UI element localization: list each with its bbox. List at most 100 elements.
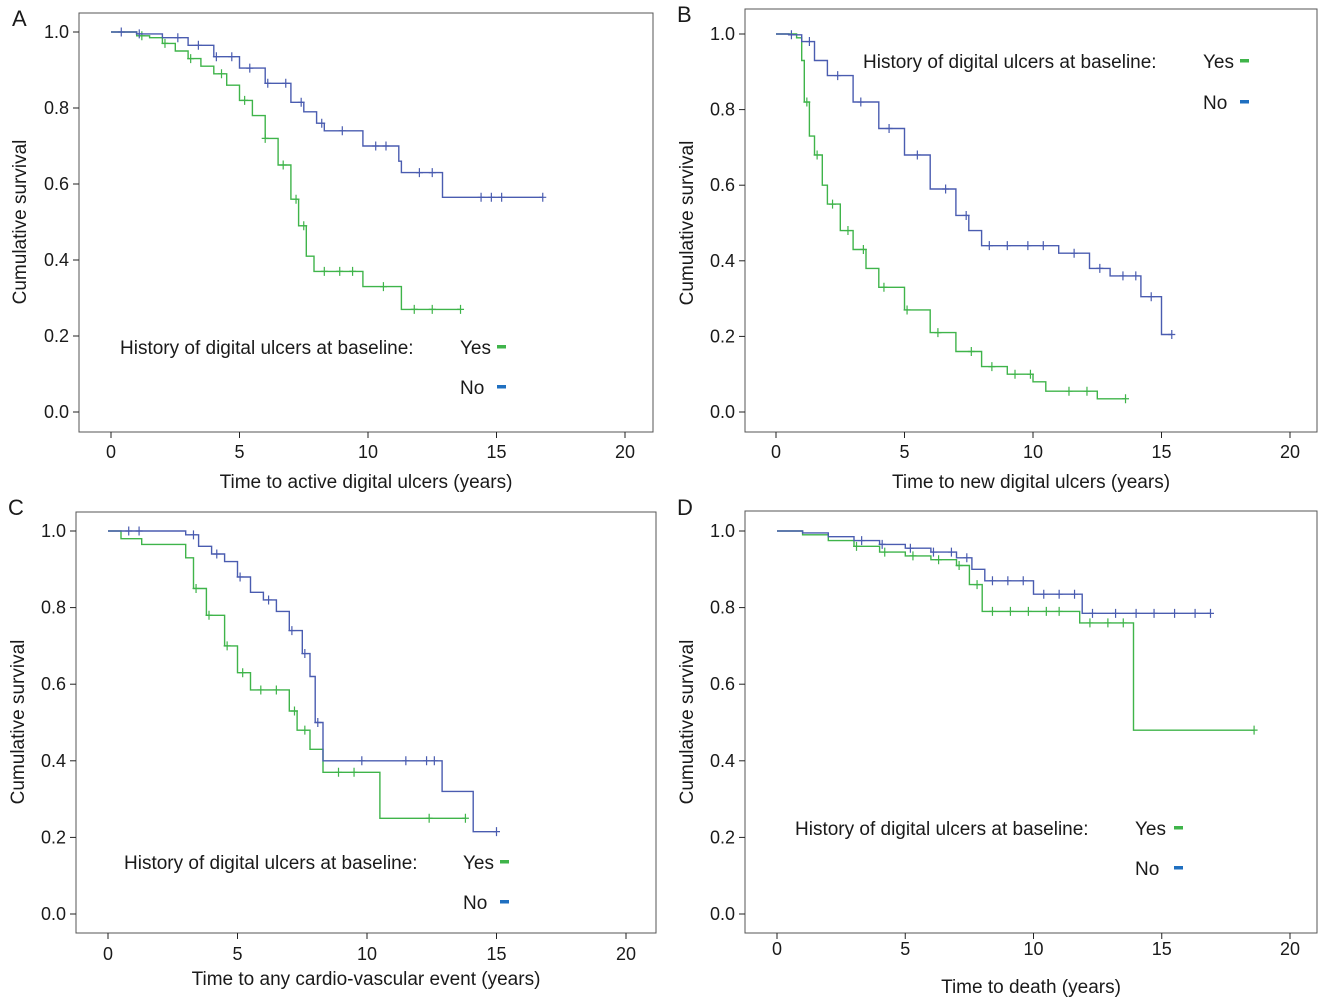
censor-mark [955,560,963,570]
censor-mark [174,33,182,43]
censor-mark [1119,618,1127,628]
y-tick-label: 0.8 [44,98,69,118]
censor-mark [1006,606,1014,616]
censor-mark [415,168,423,178]
x-tick-label: 5 [900,939,910,959]
censor-mark [1112,608,1120,618]
censor-mark [349,266,357,276]
legend-no-label: No [460,378,484,399]
censor-mark [1104,618,1112,628]
censor-mark [1042,606,1050,616]
survival-curve [111,31,543,198]
y-tick-label: 0.4 [44,250,69,270]
censor-mark [1122,394,1130,404]
censor-mark [913,150,921,160]
censor-mark [423,756,431,766]
censor-mark [372,141,380,151]
censor-mark [241,95,249,105]
censor-mark [1086,618,1094,628]
censor-mark [1003,241,1011,251]
legend-yes-label: Yes [1203,52,1234,73]
censor-mark [805,37,813,47]
censor-mark [844,226,852,236]
censor-mark [461,813,469,823]
y-axis-title: Cumulative survival [8,640,29,805]
censor-mark [187,54,195,64]
y-axis-title: Cumulative survival [677,141,698,306]
censor-mark [212,52,220,62]
panel-b: B 0 5 10 15 20 0.0 0.2 0.4 0.6 0.8 1.0 Time to new d… [677,2,1318,493]
censor-mark [194,40,202,50]
censor-mark [228,52,236,62]
y-tick-label: 0.8 [41,598,66,618]
censor-mark [1019,576,1027,586]
survival-curve [776,33,1172,336]
censor-mark [318,118,326,128]
series-no [777,530,1214,618]
censor-mark [988,576,996,586]
y-tick-label: 0.2 [41,827,66,847]
censor-mark [117,27,125,37]
censor-mark [906,543,914,553]
censor-mark [218,69,226,79]
x-tick-label: 0 [103,944,113,964]
censor-mark [213,549,221,559]
censor-mark [829,199,837,209]
censor-mark [885,124,893,133]
censor-mark [988,362,996,372]
survival-curve [776,33,1126,400]
y-tick-label: 0.6 [44,174,69,194]
y-tick-label: 0.4 [710,251,735,271]
censor-mark [878,539,886,549]
x-tick-label: 10 [358,442,378,462]
censor-mark [335,767,343,777]
censor-mark [1147,292,1155,302]
censor-mark [1055,606,1063,616]
censor-mark [1040,589,1048,599]
censor-mark [963,553,971,563]
censor-mark [934,328,942,338]
series-yes [777,530,1258,735]
legend-yes-swatch [500,860,509,864]
survival-curve [111,31,461,311]
y-tick-label: 1.0 [41,521,66,541]
legend-title: History of digital ulcers at baseline: [795,819,1089,840]
censor-mark [1083,386,1091,396]
panel-a: A 0 5 10 15 20 0.0 0.2 0.4 0.6 0.8 1.0 Time to activ… [10,6,654,493]
censor-mark [290,706,298,716]
series-yes [108,530,469,823]
censor-mark [1168,330,1176,340]
plot-frame [744,8,1318,433]
panel-d: D 0 5 10 15 20 0.0 0.2 0.4 0.6 0.8 1.0 Time to death… [677,495,1318,998]
censor-mark [787,30,795,40]
y-tick-label: 0.8 [710,598,735,618]
y-tick-label: 0.2 [44,326,69,346]
x-tick-label: 5 [899,442,909,462]
censor-mark [1096,263,1104,273]
legend-yes-swatch [497,345,506,349]
survival-curve [777,530,1211,614]
series-yes [776,33,1130,404]
censor-mark [301,725,309,735]
censor-mark [1024,241,1032,251]
legend-yes-swatch [1174,826,1183,830]
censor-mark [834,71,842,81]
censor-mark [962,210,970,220]
censor-mark [1039,241,1047,251]
x-axis-title: Time to active digital ulcers (years) [220,472,513,493]
x-tick-label: 0 [772,939,782,959]
x-tick-label: 15 [486,944,506,964]
plot-frame [744,510,1318,934]
panel-letter: B [677,2,692,27]
censor-mark [379,282,387,292]
censor-mark [189,530,197,540]
y-tick-label: 0.0 [710,402,735,422]
x-tick-label: 10 [1023,939,1043,959]
y-tick-label: 0.2 [710,326,735,346]
censor-mark [929,547,937,557]
legend-yes-label: Yes [460,338,491,359]
y-tick-label: 0.6 [710,674,735,694]
censor-mark [935,555,943,565]
censor-mark [430,756,438,766]
